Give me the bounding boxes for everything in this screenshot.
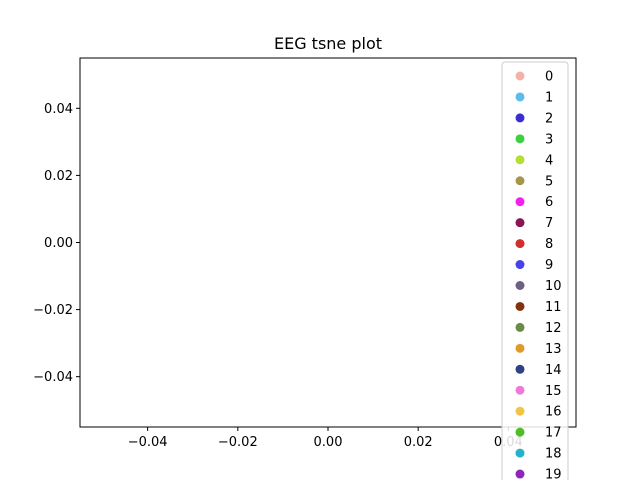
legend-label-4: 4 bbox=[545, 153, 553, 168]
x-tick-label: 0.00 bbox=[314, 435, 343, 450]
legend-entry-15: 15 bbox=[515, 384, 562, 399]
legend-entry-5: 5 bbox=[515, 174, 553, 189]
legend-label-9: 9 bbox=[545, 258, 553, 273]
legend-label-0: 0 bbox=[545, 70, 553, 85]
legend-label-19: 19 bbox=[545, 468, 562, 480]
legend-label-16: 16 bbox=[545, 405, 562, 420]
legend-marker-10 bbox=[515, 281, 525, 290]
legend-label-14: 14 bbox=[545, 363, 562, 378]
legend-marker-19 bbox=[515, 469, 525, 479]
legend-entry-19: 19 bbox=[515, 468, 562, 483]
x-tick-label: 0.02 bbox=[404, 435, 433, 450]
legend-label-7: 7 bbox=[545, 216, 553, 231]
legend-entry-1: 1 bbox=[515, 90, 553, 105]
legend-entry-2: 2 bbox=[515, 111, 553, 126]
legend-entry-13: 13 bbox=[515, 342, 562, 357]
legend-entry-11: 11 bbox=[515, 300, 562, 315]
legend-entry-4: 4 bbox=[515, 153, 553, 168]
legend-marker-0 bbox=[515, 71, 525, 81]
axes: −0.04−0.020.000.020.040.040.020.00−0.02−… bbox=[33, 57, 577, 450]
legend-label-6: 6 bbox=[545, 195, 553, 210]
legend-entry-8: 8 bbox=[515, 237, 553, 252]
legend-marker-3 bbox=[515, 134, 525, 144]
legend-marker-2 bbox=[515, 113, 525, 123]
legend-marker-13 bbox=[515, 343, 525, 353]
legend-label-1: 1 bbox=[545, 90, 553, 105]
legend-marker-16 bbox=[515, 406, 525, 416]
legend-entry-9: 9 bbox=[515, 258, 553, 273]
legend-label-11: 11 bbox=[545, 300, 562, 315]
legend-label-5: 5 bbox=[545, 174, 553, 189]
legend-label-8: 8 bbox=[545, 237, 553, 252]
legend-entry-16: 16 bbox=[515, 405, 562, 420]
legend-label-13: 13 bbox=[545, 342, 562, 357]
legend-label-18: 18 bbox=[545, 447, 562, 462]
legend-marker-14 bbox=[515, 364, 525, 374]
legend-marker-4 bbox=[515, 155, 525, 165]
legend-entry-14: 14 bbox=[515, 363, 562, 378]
legend-entry-7: 7 bbox=[515, 216, 553, 231]
legend-marker-1 bbox=[515, 92, 525, 102]
legend-label-2: 2 bbox=[545, 111, 553, 126]
x-tick-label: −0.02 bbox=[218, 435, 258, 450]
legend-marker-6 bbox=[515, 197, 525, 207]
legend-entry-12: 12 bbox=[515, 321, 562, 336]
legend-entry-17: 17 bbox=[515, 426, 562, 441]
legend-marker-15 bbox=[515, 385, 525, 395]
y-tick-label: −0.04 bbox=[33, 370, 73, 385]
legend-entry-3: 3 bbox=[515, 132, 553, 147]
legend-marker-5 bbox=[515, 176, 525, 186]
legend-entry-10: 10 bbox=[515, 279, 562, 294]
legend-marker-18 bbox=[515, 448, 525, 458]
legend-label-15: 15 bbox=[545, 384, 562, 399]
legend-marker-11 bbox=[515, 301, 525, 311]
legend-entry-18: 18 bbox=[515, 447, 562, 462]
legend-marker-8 bbox=[515, 239, 525, 249]
legend-label-10: 10 bbox=[545, 279, 562, 294]
y-tick-label: 0.02 bbox=[44, 169, 73, 184]
legend-label-17: 17 bbox=[545, 426, 562, 441]
legend-marker-17 bbox=[515, 427, 525, 437]
chart-title: EEG tsne plot bbox=[274, 34, 382, 53]
legend-marker-9 bbox=[515, 260, 525, 270]
legend-entry-6: 6 bbox=[515, 195, 553, 210]
legend-marker-7 bbox=[515, 218, 525, 228]
legend-label-3: 3 bbox=[545, 132, 553, 147]
legend-marker-12 bbox=[515, 322, 525, 332]
legend-box bbox=[501, 61, 569, 484]
y-tick-label: 0.00 bbox=[44, 236, 73, 251]
y-tick-label: −0.02 bbox=[33, 303, 73, 318]
legend-label-12: 12 bbox=[545, 321, 562, 336]
legend-entry-0: 0 bbox=[515, 70, 553, 85]
x-tick-label: −0.04 bbox=[128, 435, 168, 450]
y-tick-label: 0.04 bbox=[44, 102, 73, 117]
